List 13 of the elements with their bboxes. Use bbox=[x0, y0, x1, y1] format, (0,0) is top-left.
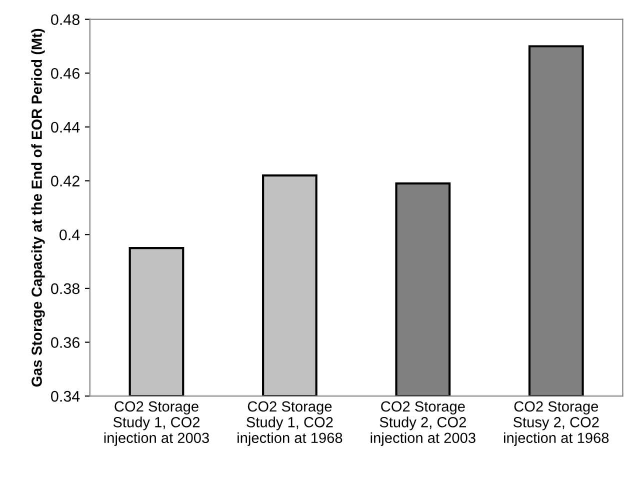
x-tick-label: CO2 Storage Stusy 2, CO2 injection at 1968 bbox=[504, 401, 609, 446]
y-tick-label: 0.44 bbox=[51, 122, 80, 133]
y-tick-label: 0.34 bbox=[51, 390, 80, 402]
y-tick-label: 0.46 bbox=[51, 68, 80, 79]
y-tick-label: 0.48 bbox=[51, 14, 80, 26]
x-tick-label: CO2 Storage Study 1, CO2 injection at 1968 bbox=[238, 401, 342, 446]
y-tick-label: 0.36 bbox=[51, 337, 80, 348]
y-tick-label: 0.42 bbox=[51, 176, 80, 186]
x-tick-label: CO2 Storage Study 2, CO2 injection at 2003 bbox=[370, 401, 476, 446]
y-tick-label: 0.38 bbox=[51, 283, 80, 294]
y-tick-label: 0.4 bbox=[60, 229, 80, 240]
x-tick-label: CO2 Storage Study 1, CO2 injection at 2003 bbox=[104, 401, 209, 446]
y-axis-title: Gas Storage Capacity at the End of EOR Period (Mt) bbox=[31, 28, 45, 387]
